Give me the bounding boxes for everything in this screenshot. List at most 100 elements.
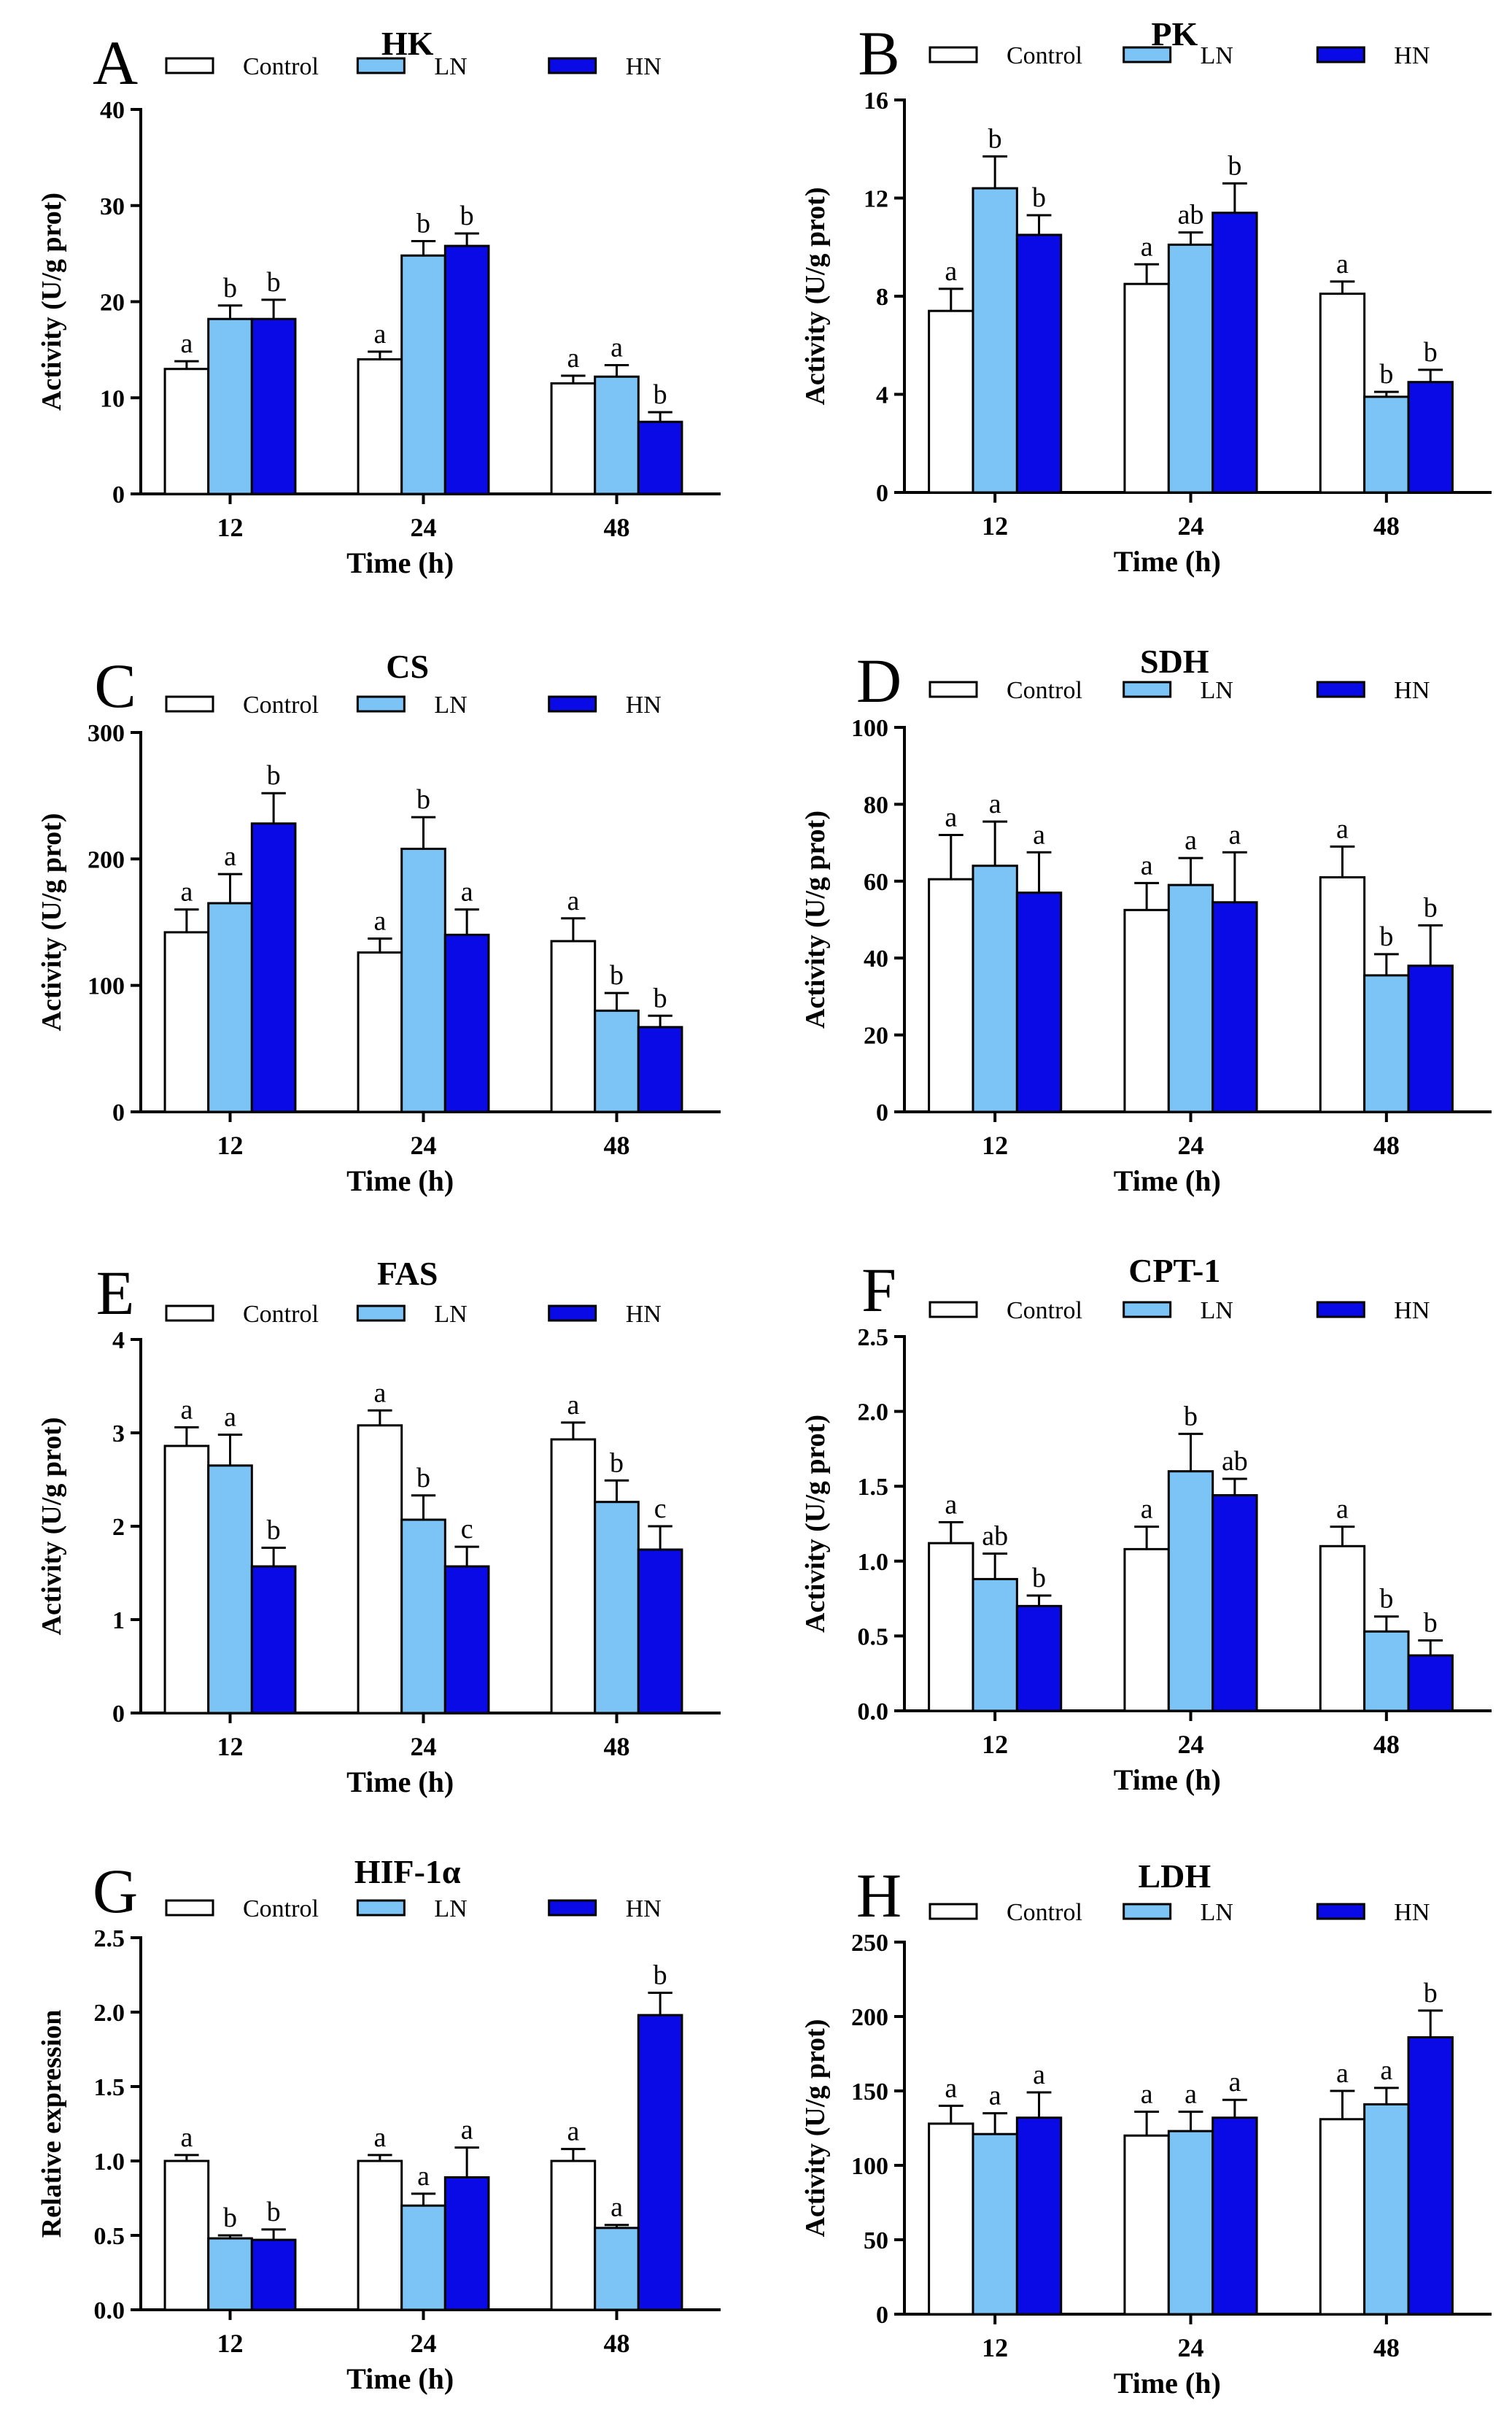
bar <box>1407 2036 1454 2316</box>
legend-label: Control <box>243 692 319 719</box>
significance-letter: a <box>1228 819 1241 850</box>
legend-label: Control <box>1007 42 1082 69</box>
panel-title: SDH <box>1140 643 1209 680</box>
bar <box>163 2159 210 2311</box>
bar <box>1363 395 1410 494</box>
x-tick-label: 48 <box>1373 1131 1400 1160</box>
significance-letter: a <box>461 2115 473 2146</box>
bar <box>1015 2116 1063 2316</box>
bar <box>1319 293 1366 494</box>
y-axis-label: Activity (U/g prot) <box>800 1415 831 1633</box>
significance-letter: ab <box>982 1521 1008 1552</box>
y-tick-label: 40 <box>864 946 888 973</box>
legend-swatch <box>1123 46 1172 63</box>
significance-letter: b <box>267 267 281 298</box>
bar <box>250 1565 297 1714</box>
panel-letter: B <box>858 18 899 88</box>
x-tick-label: 12 <box>982 511 1008 541</box>
legend-label: LN <box>434 1301 467 1328</box>
legend-label: HN <box>626 692 662 719</box>
bar <box>972 1577 1018 1712</box>
significance-letter: b <box>1379 921 1393 952</box>
x-tick-label: 24 <box>1178 1730 1204 1759</box>
significance-letter: b <box>1424 892 1438 923</box>
significance-letter: a <box>945 1489 957 1520</box>
y-tick-label: 0 <box>876 1099 888 1126</box>
y-tick-label: 0.0 <box>94 2297 125 2324</box>
y-tick-label: 2.0 <box>94 2000 125 2027</box>
significance-letter: a <box>417 2161 430 2192</box>
x-tick-label: 12 <box>217 513 244 542</box>
bar <box>357 2159 403 2311</box>
bar <box>972 865 1018 1113</box>
panel-letter: D <box>856 646 902 716</box>
legend-label: Control <box>243 1895 319 1922</box>
bar <box>1211 1494 1258 1712</box>
y-tick-label: 1.5 <box>858 1474 889 1501</box>
y-tick-label: 1.0 <box>94 2149 125 2176</box>
x-axis-label: Time (h) <box>1114 545 1221 578</box>
panel-title: HIF-1α <box>354 1853 461 1890</box>
significance-letter: b <box>654 379 667 410</box>
legend-label: LN <box>1201 677 1233 704</box>
bar <box>250 317 297 495</box>
bar <box>163 368 210 495</box>
significance-letter: a <box>989 789 1001 819</box>
bar <box>1211 2116 1258 2316</box>
bar <box>928 878 974 1113</box>
legend-label: LN <box>434 692 467 719</box>
y-tick-label: 100 <box>851 715 888 742</box>
bar <box>637 420 683 495</box>
significance-letter: b <box>1184 1401 1198 1431</box>
significance-letter: c <box>654 1493 667 1524</box>
bar <box>1211 901 1258 1113</box>
y-tick-label: 2 <box>112 1514 125 1541</box>
x-axis-label: Time (h) <box>346 2362 454 2395</box>
significance-letter: b <box>1424 1978 1438 2008</box>
significance-letter: a <box>989 2081 1001 2111</box>
x-tick-label: 48 <box>604 513 630 542</box>
bar <box>637 2014 683 2311</box>
legend-swatch <box>928 46 978 63</box>
significance-letter: b <box>267 2197 281 2227</box>
legend-swatch <box>1123 681 1172 698</box>
bar <box>1123 2134 1170 2316</box>
bar <box>1167 243 1214 494</box>
y-tick-label: 16 <box>864 88 888 115</box>
bar <box>400 1518 446 1714</box>
y-axis-label: Activity (U/g prot) <box>36 813 67 1031</box>
bar <box>1319 2118 1366 2316</box>
panel-d: D SDH Control LN HN 0 20 40 60 80 100 Activity (U/g… <box>800 643 1492 1197</box>
y-tick-label: 1.0 <box>858 1549 889 1576</box>
significance-letter: a <box>1033 2060 1045 2090</box>
bar <box>1407 1654 1454 1712</box>
y-tick-label: 150 <box>851 2079 888 2106</box>
y-tick-label: 300 <box>88 720 125 747</box>
significance-letter: a <box>1336 249 1349 279</box>
y-tick-label: 4 <box>876 382 888 409</box>
x-axis-label: Time (h) <box>1114 2367 1221 2400</box>
bar <box>443 2176 490 2311</box>
bar <box>1167 1470 1214 1712</box>
bar <box>550 940 597 1113</box>
y-tick-label: 12 <box>864 186 888 213</box>
legend: Control LN HN <box>928 1297 1430 1324</box>
significance-letter: b <box>654 1960 667 1990</box>
panel-letter: E <box>96 1258 135 1328</box>
significance-letter: a <box>373 319 386 349</box>
y-tick-label: 100 <box>88 973 125 1000</box>
significance-letter: a <box>945 256 957 287</box>
significance-letter: b <box>610 1447 624 1478</box>
panel-a: A HK Control LN HN 0 10 20 30 40 Activity (U/g pro… <box>36 25 721 579</box>
y-tick-label: 40 <box>100 97 125 124</box>
significance-letter: b <box>1032 182 1046 213</box>
significance-letter: b <box>416 1463 430 1493</box>
x-tick-label: 24 <box>411 1732 437 1761</box>
x-axis-label: Time (h) <box>346 546 454 579</box>
y-tick-label: 8 <box>876 284 888 311</box>
legend-label: LN <box>1201 42 1233 69</box>
bar <box>250 822 297 1113</box>
x-tick-label: 12 <box>982 2333 1008 2362</box>
